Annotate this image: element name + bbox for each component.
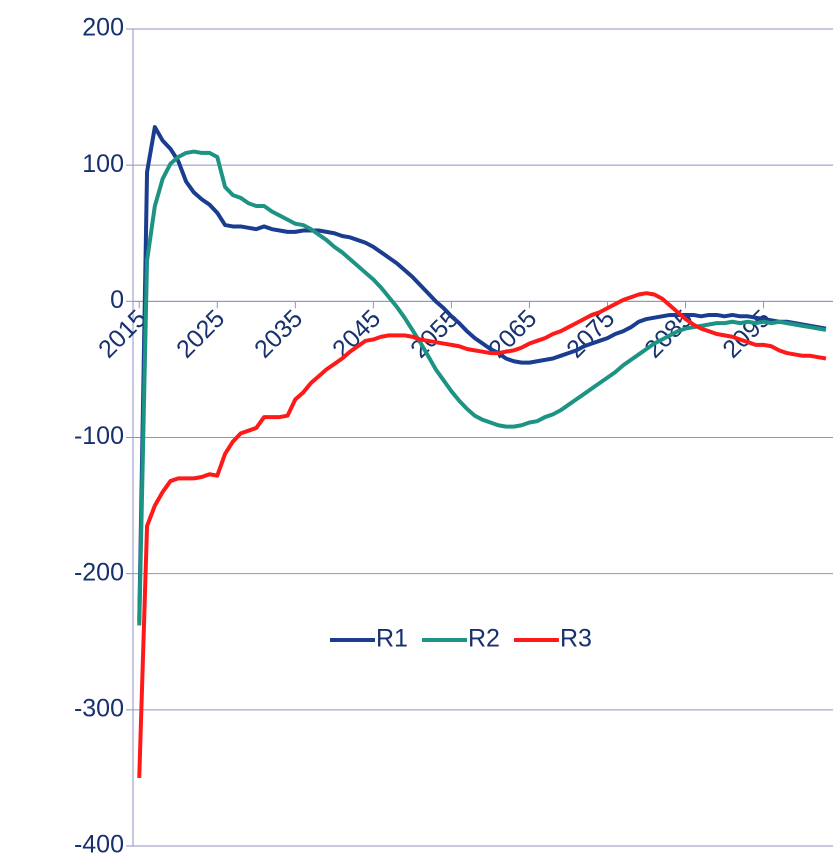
x-tick-label: 2045 bbox=[327, 304, 386, 363]
series-line bbox=[137, 125, 827, 622]
x-tick-label: 2035 bbox=[249, 304, 308, 363]
y-tick-label: 0 bbox=[110, 286, 124, 314]
y-tick-label: 200 bbox=[82, 14, 124, 42]
legend-label: R3 bbox=[560, 625, 592, 653]
y-tick-label: -100 bbox=[74, 422, 124, 450]
y-tick-label: -400 bbox=[74, 831, 124, 859]
series-line bbox=[137, 149, 827, 626]
y-tick-label: 100 bbox=[82, 150, 124, 178]
x-tick-label: 2025 bbox=[171, 304, 230, 363]
series-line bbox=[137, 291, 827, 778]
legend: R1 R2 R3 bbox=[330, 625, 592, 653]
plot-area bbox=[137, 125, 827, 778]
y-tick-label: -300 bbox=[74, 694, 124, 722]
legend-label: R1 bbox=[376, 625, 408, 653]
y-tick-label: -200 bbox=[74, 558, 124, 586]
legend-label: R2 bbox=[468, 625, 500, 653]
